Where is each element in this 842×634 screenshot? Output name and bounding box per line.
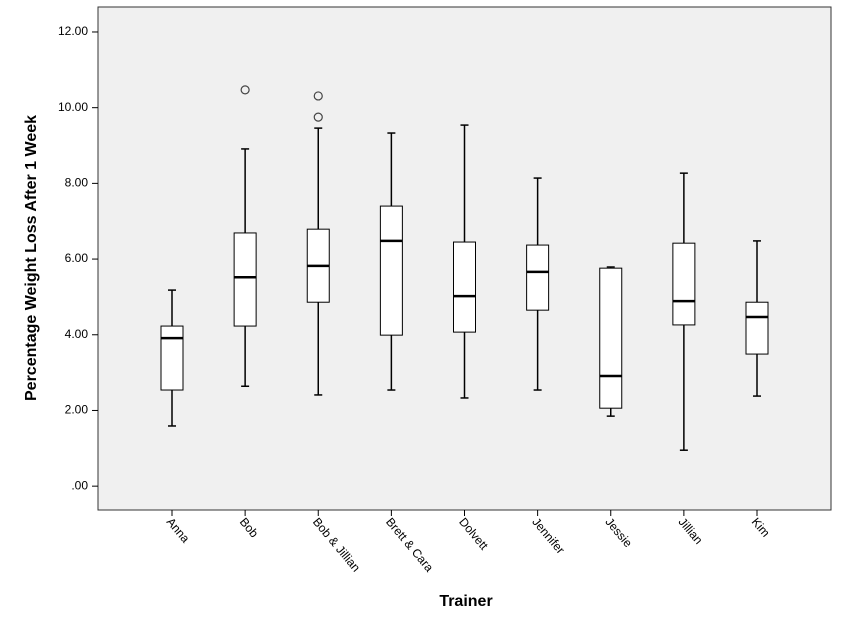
- box: [379, 205, 403, 336]
- x-tick-label: Bob: [237, 515, 262, 541]
- x-tick-label: Bob & Jillian: [310, 515, 363, 575]
- x-tick-label: Kim: [749, 515, 773, 540]
- box: [453, 241, 476, 333]
- y-tick-label: 12.00: [58, 24, 88, 38]
- y-tick-label: 8.00: [65, 176, 89, 190]
- x-axis-title: Trainer: [439, 593, 492, 610]
- box: [160, 325, 184, 391]
- x-tick-label: Jillian: [676, 515, 706, 547]
- x-tick-label: Jennifer: [529, 515, 567, 557]
- y-tick-label: 10.00: [58, 100, 88, 114]
- box: [599, 267, 623, 409]
- x-tick-label: Jessie: [602, 515, 635, 550]
- outlier: [240, 85, 250, 95]
- y-tick-label: .00: [71, 478, 88, 492]
- box: [526, 244, 550, 311]
- box: [233, 232, 257, 327]
- y-axis-title: Percentage Weight Loss After 1 Week: [23, 115, 40, 401]
- outlier: [313, 91, 323, 101]
- outlier: [313, 112, 323, 122]
- y-tick-label: 2.00: [65, 403, 89, 417]
- y-tick-label: 4.00: [65, 327, 89, 341]
- x-tick-label: Brett & Cara: [383, 515, 436, 575]
- x-tick-label: Anna: [164, 515, 193, 546]
- y-tick-label: 6.00: [65, 251, 89, 265]
- box: [672, 242, 696, 326]
- x-tick-label: Dolvett: [456, 515, 491, 553]
- box: [745, 301, 769, 355]
